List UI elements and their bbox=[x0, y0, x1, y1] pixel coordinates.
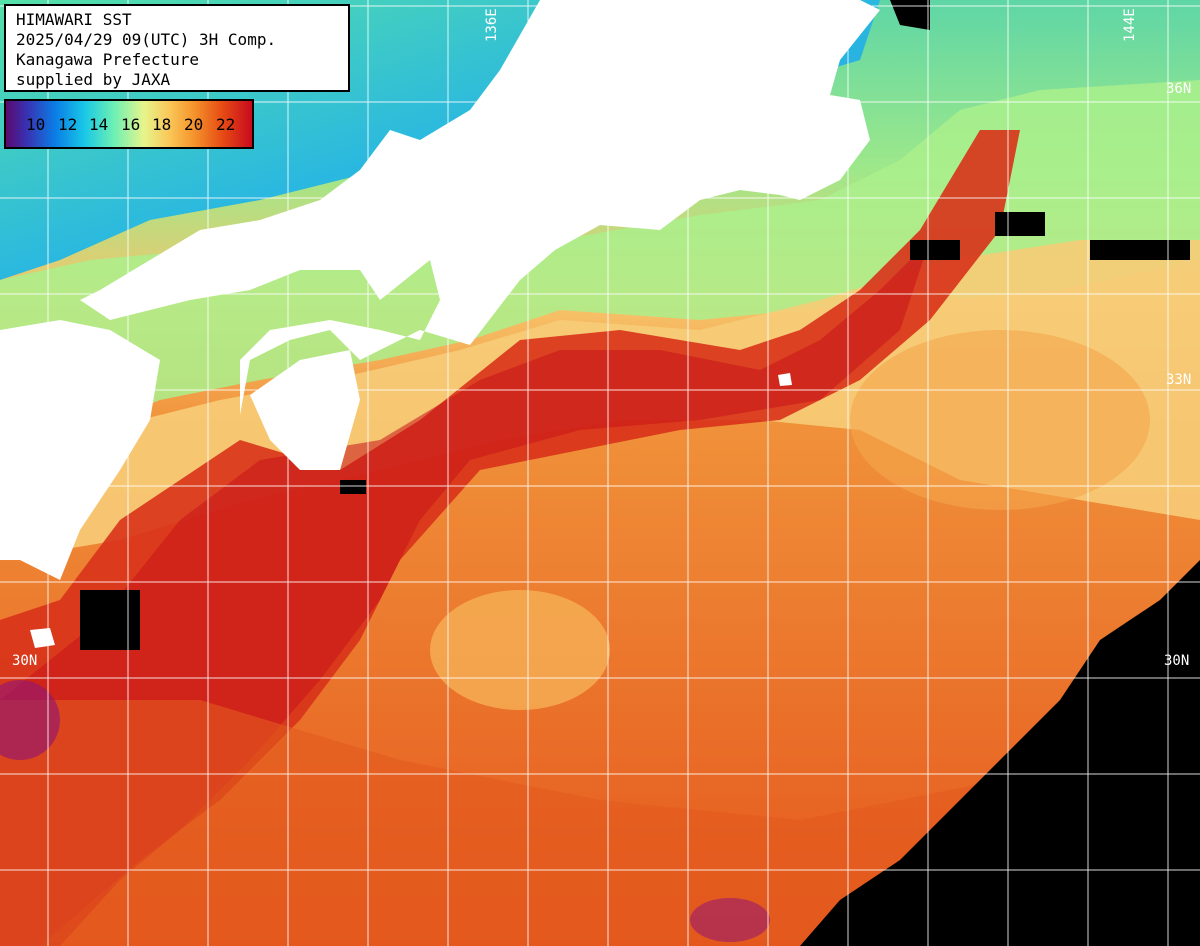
no-data-northeast bbox=[890, 0, 930, 30]
legend-tick: 20 bbox=[184, 115, 204, 134]
legend-tick: 18 bbox=[152, 115, 172, 134]
info-box: HIMAWARI SST 2025/04/29 09(UTC) 3H Comp.… bbox=[4, 4, 350, 92]
legend-tick: 22 bbox=[216, 115, 236, 134]
land-kyushu bbox=[0, 320, 160, 580]
land-shikoku bbox=[250, 350, 360, 470]
cloud-patch bbox=[340, 480, 366, 494]
cloud-patch bbox=[995, 212, 1045, 236]
lon-label-136e: 136E bbox=[484, 8, 500, 42]
land-honshu bbox=[80, 0, 880, 415]
color-scale-legend: 10 12 14 16 18 20 22 bbox=[4, 99, 254, 149]
legend-tick: 14 bbox=[89, 115, 109, 134]
lat-label-36n: 36N bbox=[1166, 81, 1192, 97]
cloud-patch bbox=[80, 590, 140, 650]
lat-label-30n-left: 30N bbox=[12, 653, 38, 669]
purple-spot-south bbox=[690, 898, 770, 942]
lon-label-144e: 144E bbox=[1122, 8, 1138, 42]
cloud-patch bbox=[910, 240, 960, 260]
purple-spot-southwest bbox=[0, 680, 60, 760]
prefecture: Kanagawa Prefecture bbox=[16, 50, 200, 69]
cloud-patch bbox=[1090, 240, 1190, 260]
legend-tick: 16 bbox=[121, 115, 141, 134]
lat-label-30n-right: 30N bbox=[1164, 653, 1190, 669]
legend-tick: 10 bbox=[26, 115, 46, 134]
timestamp: 2025/04/29 09(UTC) 3H Comp. bbox=[16, 30, 277, 49]
no-data-area bbox=[800, 560, 1200, 946]
land-small-island bbox=[30, 628, 55, 648]
supplier: supplied by JAXA bbox=[16, 70, 171, 89]
legend-tick: 12 bbox=[58, 115, 78, 134]
cool-eddy bbox=[430, 590, 610, 710]
product-title: HIMAWARI SST bbox=[16, 10, 132, 29]
lat-label-33n: 33N bbox=[1166, 372, 1192, 388]
land-small-island-2 bbox=[778, 373, 792, 386]
warm-patch-east bbox=[850, 330, 1150, 510]
